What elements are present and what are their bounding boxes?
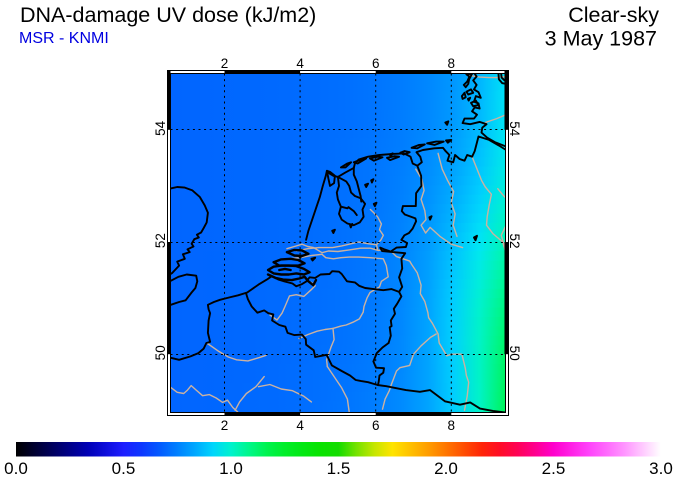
svg-text:Clear-sky: Clear-sky — [568, 3, 659, 27]
svg-text:54: 54 — [507, 121, 522, 137]
svg-text:3 May 1987: 3 May 1987 — [545, 27, 657, 51]
svg-text:0.5: 0.5 — [112, 459, 136, 478]
svg-text:6: 6 — [372, 418, 380, 433]
svg-text:1.5: 1.5 — [327, 459, 351, 478]
svg-text:2: 2 — [221, 56, 229, 71]
svg-text:4: 4 — [296, 418, 304, 433]
svg-text:MSR - KNMI: MSR - KNMI — [19, 30, 109, 47]
svg-text:50: 50 — [153, 345, 168, 360]
svg-text:DNA-damage UV dose (kJ/m2): DNA-damage UV dose (kJ/m2) — [20, 3, 316, 27]
svg-text:4: 4 — [296, 56, 304, 71]
svg-text:8: 8 — [448, 418, 456, 433]
svg-text:2.5: 2.5 — [542, 459, 566, 478]
svg-text:50: 50 — [507, 346, 522, 361]
svg-text:2: 2 — [221, 418, 229, 433]
svg-text:54: 54 — [153, 120, 168, 136]
svg-text:52: 52 — [507, 233, 522, 248]
svg-text:3.0: 3.0 — [649, 459, 673, 478]
svg-text:52: 52 — [153, 233, 168, 248]
svg-text:8: 8 — [448, 56, 456, 71]
svg-text:0.0: 0.0 — [4, 459, 28, 478]
svg-text:6: 6 — [372, 56, 380, 71]
svg-text:2.0: 2.0 — [434, 459, 458, 478]
svg-text:1.0: 1.0 — [219, 459, 243, 478]
